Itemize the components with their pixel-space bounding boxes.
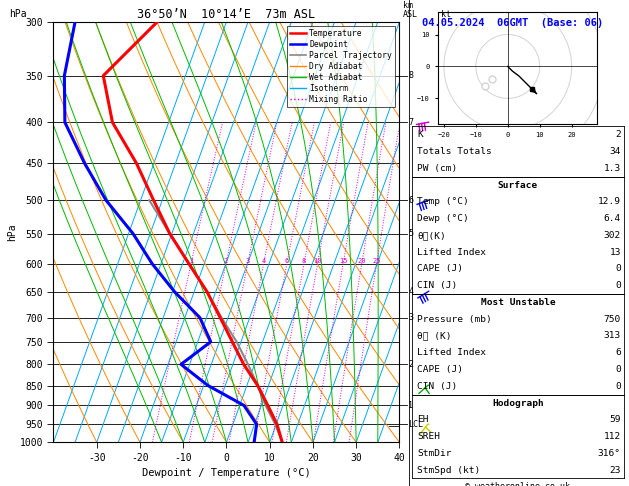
Text: •: • bbox=[426, 422, 430, 427]
Text: 302: 302 bbox=[604, 231, 621, 240]
Text: 2: 2 bbox=[408, 360, 413, 369]
Text: •: • bbox=[426, 120, 430, 125]
Text: Hodograph: Hodograph bbox=[492, 399, 544, 408]
Y-axis label: hPa: hPa bbox=[7, 223, 17, 241]
Text: 15: 15 bbox=[339, 258, 347, 264]
Text: 34: 34 bbox=[610, 147, 621, 156]
Text: 8: 8 bbox=[408, 71, 413, 80]
Text: 04.05.2024  06GMT  (Base: 06): 04.05.2024 06GMT (Base: 06) bbox=[422, 18, 603, 28]
Text: StmDir: StmDir bbox=[417, 449, 452, 458]
Text: 13: 13 bbox=[610, 247, 621, 257]
Text: CAPE (J): CAPE (J) bbox=[417, 264, 463, 274]
Text: 3: 3 bbox=[408, 313, 413, 322]
Text: 3: 3 bbox=[245, 258, 250, 264]
Text: PW (cm): PW (cm) bbox=[417, 164, 457, 173]
Text: Surface: Surface bbox=[498, 180, 538, 190]
Legend: Temperature, Dewpoint, Parcel Trajectory, Dry Adiabat, Wet Adiabat, Isotherm, Mi: Temperature, Dewpoint, Parcel Trajectory… bbox=[287, 26, 396, 107]
Text: Totals Totals: Totals Totals bbox=[417, 147, 492, 156]
Text: 6: 6 bbox=[285, 258, 289, 264]
Text: K: K bbox=[417, 130, 423, 139]
Text: •: • bbox=[426, 289, 430, 295]
Text: θᴇ (K): θᴇ (K) bbox=[417, 331, 452, 341]
Text: CIN (J): CIN (J) bbox=[417, 382, 457, 391]
Text: CAPE (J): CAPE (J) bbox=[417, 365, 463, 374]
Text: θᴇ(K): θᴇ(K) bbox=[417, 231, 446, 240]
Text: 6: 6 bbox=[408, 196, 413, 205]
Text: SREH: SREH bbox=[417, 432, 440, 441]
Text: 1: 1 bbox=[189, 258, 193, 264]
Text: 0: 0 bbox=[615, 365, 621, 374]
Text: 8: 8 bbox=[302, 258, 306, 264]
Text: 112: 112 bbox=[604, 432, 621, 441]
X-axis label: Dewpoint / Temperature (°C): Dewpoint / Temperature (°C) bbox=[142, 468, 311, 478]
Text: 6: 6 bbox=[615, 348, 621, 357]
Text: 1.3: 1.3 bbox=[604, 164, 621, 173]
Text: LCL: LCL bbox=[408, 420, 423, 429]
Text: km
ASL: km ASL bbox=[403, 1, 418, 19]
Text: 25: 25 bbox=[372, 258, 381, 264]
Text: 4: 4 bbox=[262, 258, 265, 264]
Text: 1: 1 bbox=[408, 401, 413, 410]
Text: 0: 0 bbox=[615, 382, 621, 391]
Text: 12.9: 12.9 bbox=[598, 197, 621, 207]
Text: EH: EH bbox=[417, 415, 428, 424]
Text: 750: 750 bbox=[604, 314, 621, 324]
Text: 5: 5 bbox=[408, 229, 413, 238]
Text: 7: 7 bbox=[408, 118, 413, 127]
Text: 4: 4 bbox=[408, 287, 413, 296]
Text: 6.4: 6.4 bbox=[604, 214, 621, 223]
Text: Pressure (mb): Pressure (mb) bbox=[417, 314, 492, 324]
Text: •: • bbox=[426, 383, 430, 388]
Text: 20: 20 bbox=[357, 258, 366, 264]
Text: kt: kt bbox=[441, 10, 451, 19]
Text: hPa: hPa bbox=[9, 9, 27, 19]
Text: 2: 2 bbox=[224, 258, 228, 264]
Text: StmSpd (kt): StmSpd (kt) bbox=[417, 466, 481, 475]
Text: 10: 10 bbox=[313, 258, 322, 264]
Text: 316°: 316° bbox=[598, 449, 621, 458]
Text: Lifted Index: Lifted Index bbox=[417, 247, 486, 257]
Text: 0: 0 bbox=[615, 264, 621, 274]
Text: Most Unstable: Most Unstable bbox=[481, 298, 555, 307]
Text: 2: 2 bbox=[615, 130, 621, 139]
Text: © weatheronline.co.uk: © weatheronline.co.uk bbox=[465, 482, 571, 486]
Text: CIN (J): CIN (J) bbox=[417, 281, 457, 290]
Title: 36°50’N  10°14’E  73m ASL: 36°50’N 10°14’E 73m ASL bbox=[137, 8, 316, 21]
Text: 313: 313 bbox=[604, 331, 621, 341]
Text: •: • bbox=[426, 198, 430, 203]
Text: 0: 0 bbox=[615, 281, 621, 290]
Text: Dewp (°C): Dewp (°C) bbox=[417, 214, 469, 223]
Text: 59: 59 bbox=[610, 415, 621, 424]
Text: Temp (°C): Temp (°C) bbox=[417, 197, 469, 207]
Text: 23: 23 bbox=[610, 466, 621, 475]
Text: Lifted Index: Lifted Index bbox=[417, 348, 486, 357]
